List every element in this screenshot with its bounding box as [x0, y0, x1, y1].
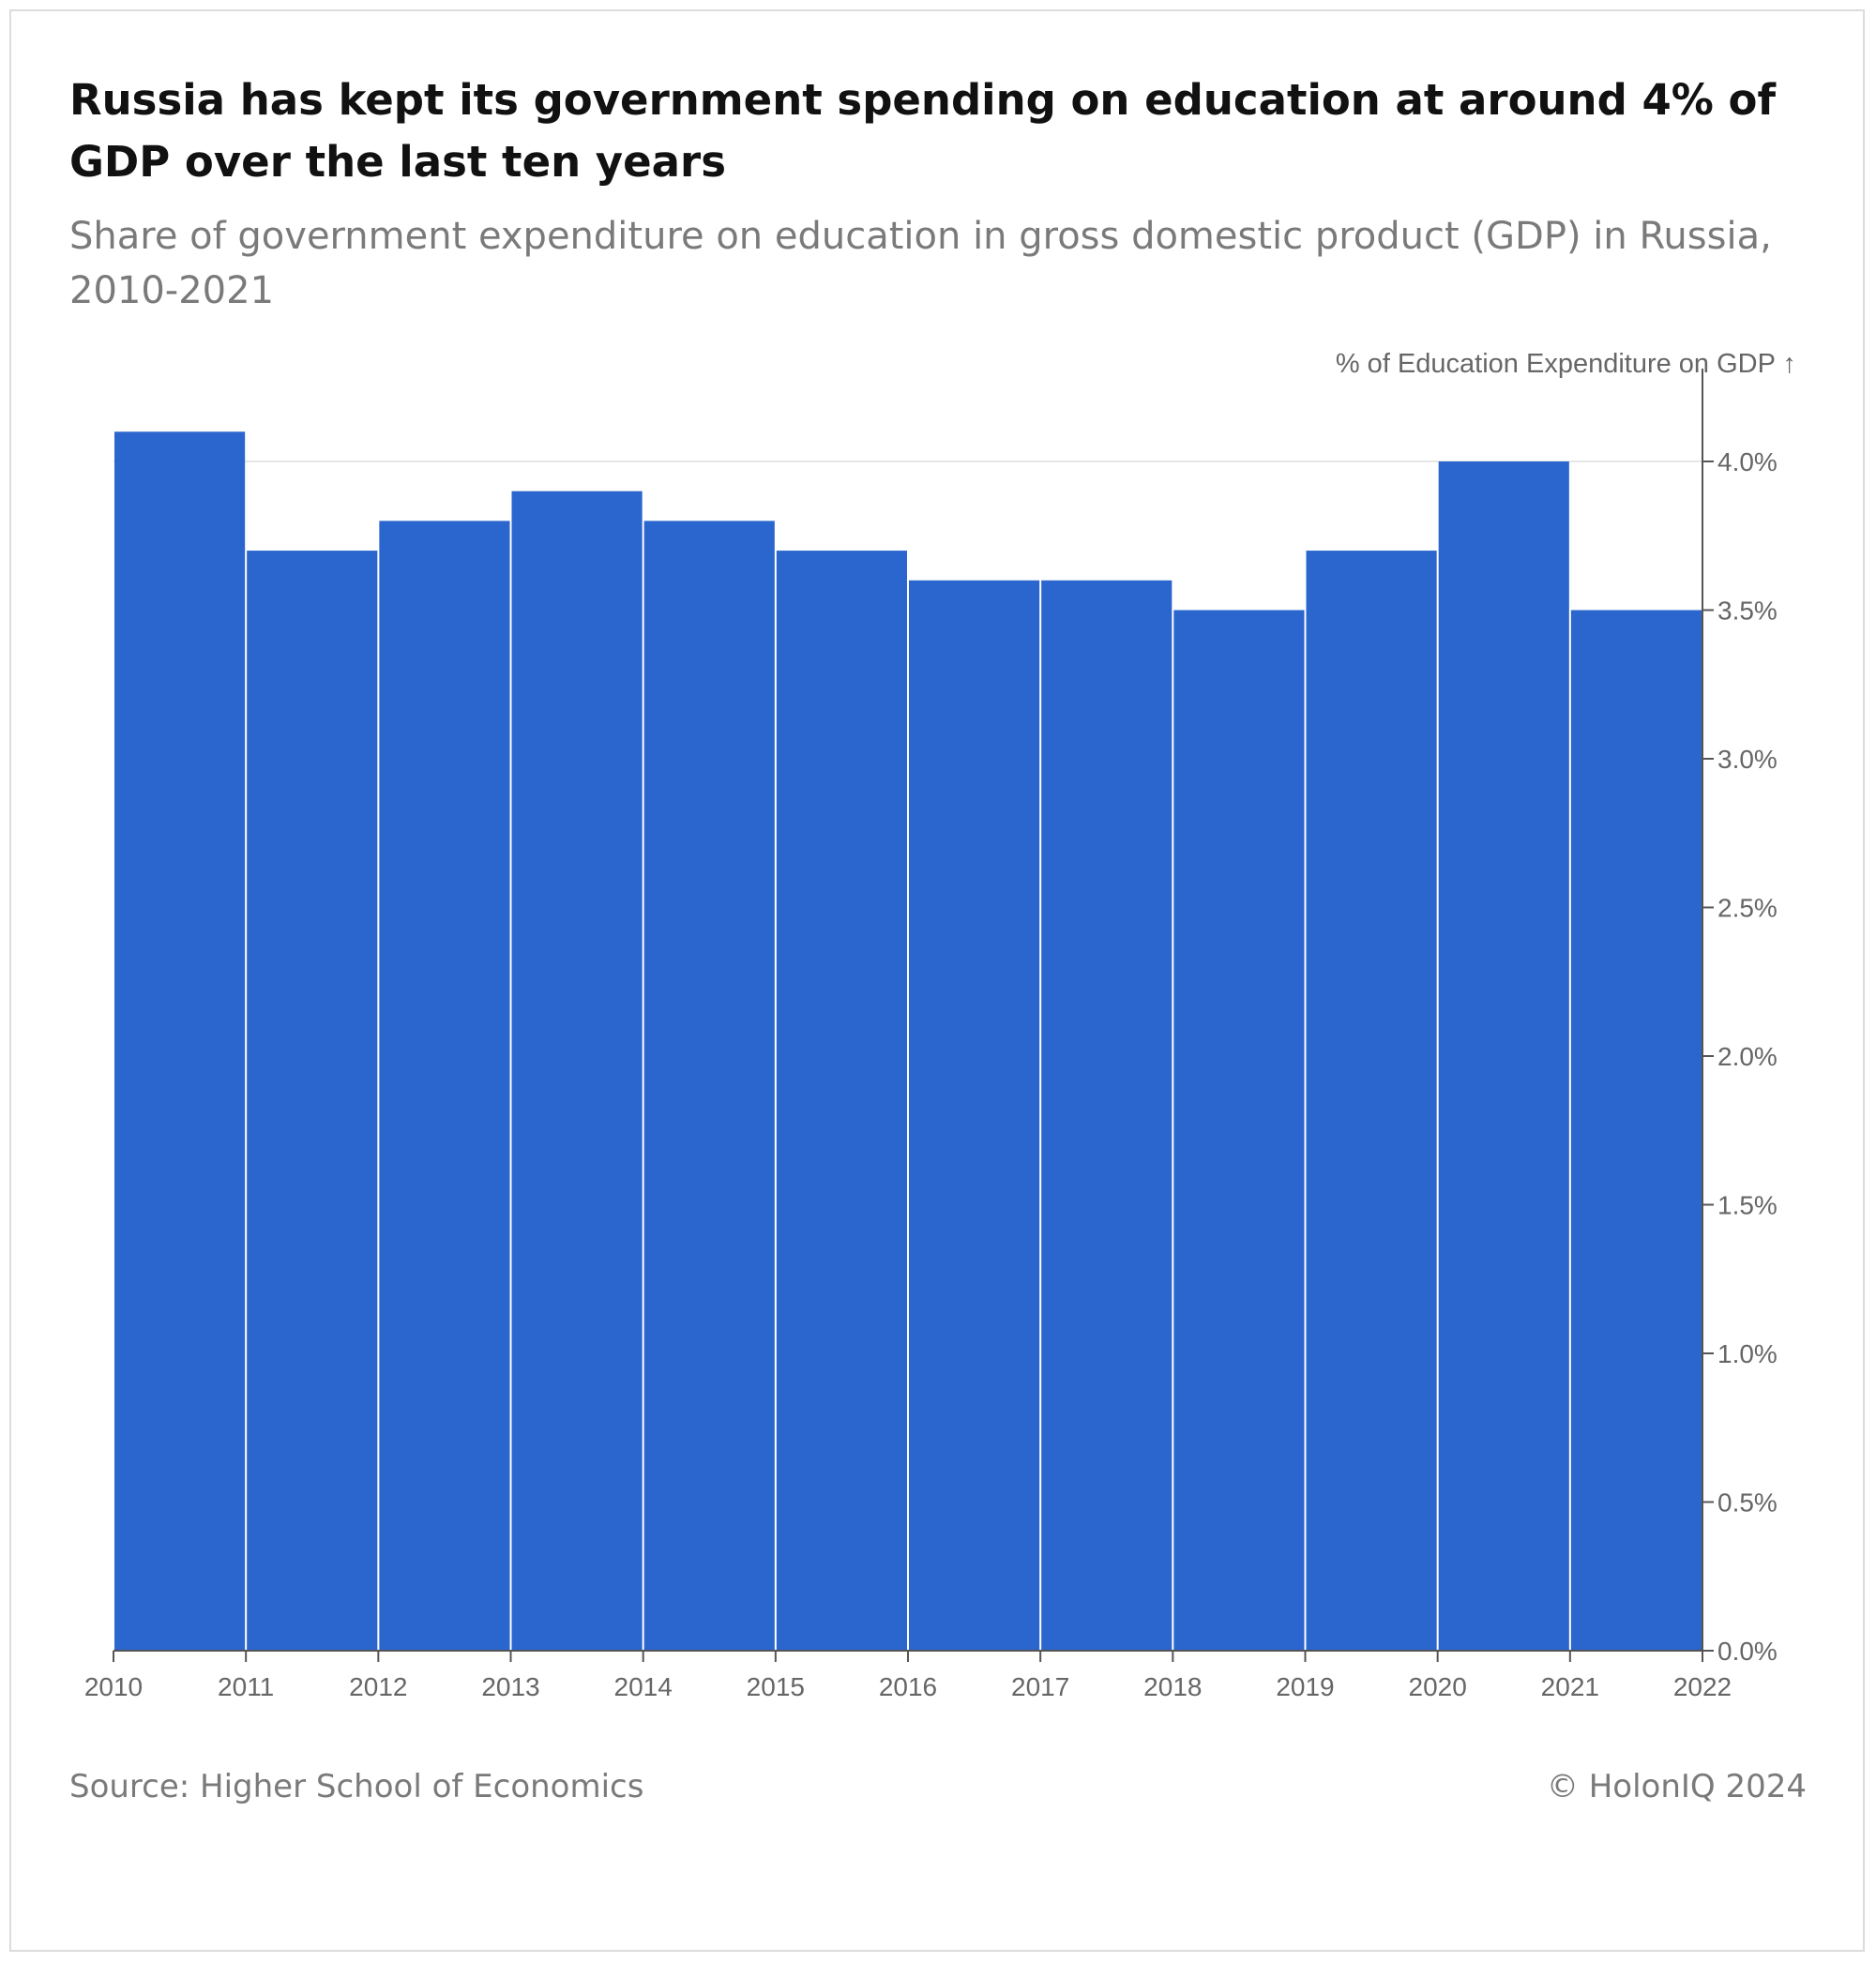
bar-2013: [511, 491, 643, 1652]
copyright-note: © HolonIQ 2024: [1546, 1768, 1807, 1805]
x-tick-label: 2020: [1409, 1672, 1467, 1701]
bar-2020: [1438, 461, 1569, 1651]
x-tick-label: 2017: [1011, 1672, 1069, 1701]
x-tick-label: 2022: [1673, 1672, 1732, 1701]
bar-2015: [776, 551, 907, 1651]
y-tick-label: 3.0%: [1717, 745, 1778, 774]
axes: 2010 2011 2012 2013 2014 2015 2016 2017 2018 2019…: [84, 369, 1778, 1701]
bar-2019: [1306, 551, 1437, 1651]
chart-title: Russia has kept its government spending …: [69, 75, 1777, 187]
x-tick-label: 2019: [1276, 1672, 1334, 1701]
bar-2021: [1570, 610, 1702, 1651]
bar-2011: [247, 551, 378, 1651]
x-tick-label: 2012: [349, 1672, 407, 1701]
x-tick-label: 2018: [1143, 1672, 1202, 1701]
y-tick-label: 2.5%: [1717, 894, 1778, 923]
x-tick-label: 2021: [1541, 1672, 1599, 1701]
chart-subtitle: Share of government expenditure on educa…: [69, 215, 1772, 312]
bar-2010: [114, 431, 246, 1651]
y-tick-label: 1.5%: [1717, 1191, 1778, 1220]
y-tick-label: 4.0%: [1717, 447, 1778, 476]
x-tick-label: 2015: [747, 1672, 805, 1701]
x-tick-label: 2010: [84, 1672, 143, 1701]
bar-2017: [1041, 580, 1172, 1651]
bar-2016: [909, 580, 1040, 1651]
bar-2014: [643, 521, 775, 1651]
source-note: Source: Higher School of Economics: [69, 1768, 644, 1805]
x-tick-label: 2014: [614, 1672, 673, 1701]
x-tick-label: 2011: [218, 1672, 274, 1701]
y-tick-label: 1.0%: [1717, 1339, 1778, 1368]
x-tick-label: 2016: [879, 1672, 937, 1701]
bar-2018: [1173, 610, 1305, 1651]
y-tick-label: 3.5%: [1717, 596, 1778, 626]
y-tick-label: 0.5%: [1717, 1488, 1778, 1518]
y-tick-label: 0.0%: [1717, 1637, 1778, 1666]
y-tick-label: 2.0%: [1717, 1042, 1778, 1071]
bars: [114, 431, 1702, 1652]
bar-2012: [379, 521, 510, 1651]
y-axis-title: % of Education Expenditure on GDP ↑: [1336, 349, 1796, 379]
x-tick-label: 2013: [481, 1672, 539, 1701]
